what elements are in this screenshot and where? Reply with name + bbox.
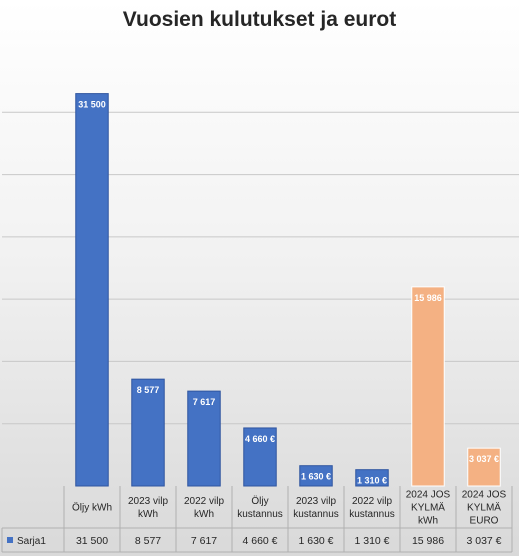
chart-title: Vuosien kulutukset ja eurot bbox=[122, 8, 397, 31]
category-label: Öljy kustannus bbox=[237, 495, 283, 520]
bars bbox=[75, 93, 501, 487]
data-table: Öljy kWh 2023 vilp kWh 2022 vilp kWh Öljy kust… bbox=[1, 486, 513, 553]
bar bbox=[411, 286, 445, 487]
category-label: 2023 vilp kustannus bbox=[293, 496, 339, 520]
data-labels: 31 500 8 577 7 617 4 660 € 1 630 € 1 310 € 15 … bbox=[78, 100, 499, 486]
data-label: 15 986 bbox=[414, 293, 442, 303]
data-label: 3 037 € bbox=[469, 454, 499, 464]
table-value: 1 630 € bbox=[298, 535, 333, 547]
bar bbox=[243, 427, 277, 487]
table-value: 15 986 bbox=[412, 535, 444, 547]
category-label: 2022 vilp kustannus bbox=[349, 496, 395, 520]
category-label: 2023 vilp kWh bbox=[128, 496, 168, 520]
legend-key bbox=[7, 537, 13, 543]
category-label: Öljy kWh bbox=[72, 502, 112, 514]
data-label: 8 577 bbox=[137, 385, 160, 395]
bar bbox=[131, 378, 165, 487]
table-value: 4 660 € bbox=[242, 535, 277, 547]
bar bbox=[467, 447, 501, 487]
category-label: 2024 JOS KYLMÄ kWh bbox=[406, 490, 451, 527]
table-value: 3 037 € bbox=[466, 535, 501, 547]
bar bbox=[75, 93, 109, 487]
table-value: 8 577 bbox=[135, 535, 161, 547]
data-label: 4 660 € bbox=[245, 434, 275, 444]
series-name: Sarja1 bbox=[17, 536, 46, 547]
data-label: 31 500 bbox=[78, 100, 106, 110]
table-value: 7 617 bbox=[191, 535, 217, 547]
bar bbox=[299, 465, 333, 487]
data-label: 1 310 € bbox=[357, 476, 387, 486]
table-value: 31 500 bbox=[76, 535, 108, 547]
data-label: 7 617 bbox=[193, 397, 216, 407]
data-label: 1 630 € bbox=[301, 472, 331, 482]
category-label: 2022 vilp kWh bbox=[184, 496, 224, 520]
bar bbox=[355, 469, 389, 487]
bar bbox=[187, 390, 221, 487]
table-value: 1 310 € bbox=[354, 535, 389, 547]
category-label: 2024 JOS KYLMÄ EURO bbox=[462, 490, 507, 527]
